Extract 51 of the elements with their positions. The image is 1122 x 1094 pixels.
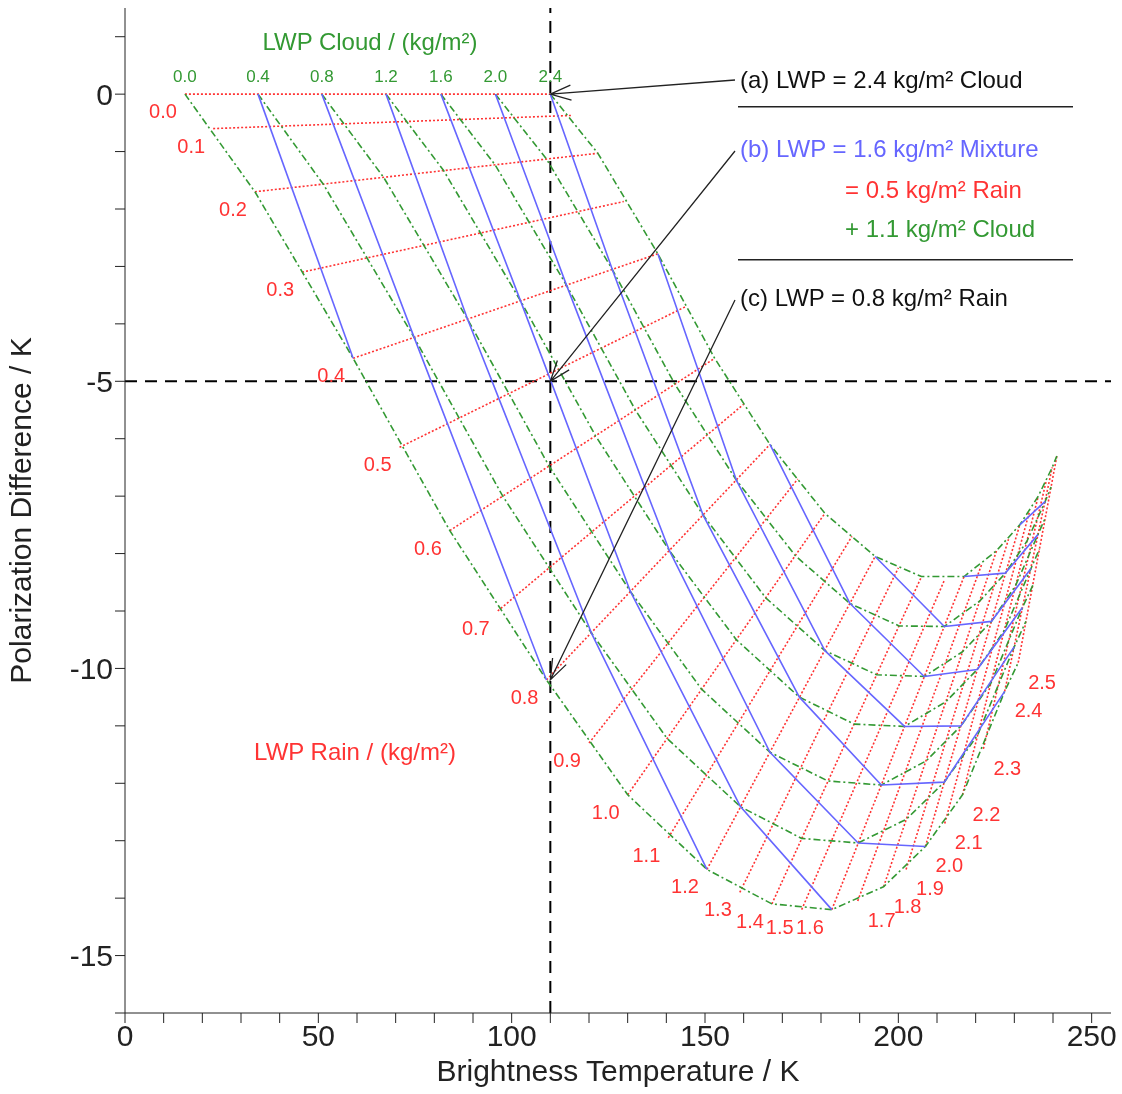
annotation: 1.2: [671, 875, 699, 898]
y-tick-label: -5: [86, 364, 113, 398]
annotation: 1.2: [374, 67, 398, 87]
annotation: LWP Cloud / (kg/m²): [262, 28, 478, 55]
annotation: 0.8: [510, 685, 539, 708]
annotation: 1.6: [429, 67, 453, 87]
annotation: 0.9: [553, 749, 581, 772]
annotation: 2.0: [935, 854, 964, 877]
annotation: 0.4: [246, 67, 270, 87]
annotation: 1.0: [591, 800, 620, 823]
annotation: LWP Rain / (kg/m²): [254, 738, 456, 765]
annotation: 2.4: [1014, 699, 1043, 722]
annotation: 2.4: [538, 67, 563, 87]
x-tick-label: 200: [873, 1019, 924, 1053]
x-tick-label: 150: [679, 1019, 731, 1053]
annotation: 0.0: [149, 100, 177, 123]
annotation: 0.3: [266, 278, 295, 301]
annotation: 0.5: [363, 453, 392, 476]
annotation: 1.4: [736, 909, 764, 932]
annotation: (b) LWP = 1.6 kg/m² Mixture: [740, 135, 1039, 162]
annotation: 1.3: [703, 898, 732, 921]
annotation: 1.9: [916, 877, 944, 900]
annotation: 0.2: [219, 197, 247, 220]
annotation: 0.1: [177, 134, 206, 157]
y-tick-label: -10: [69, 652, 113, 686]
annotation: 2.5: [1028, 670, 1057, 693]
annotation: 2.2: [972, 802, 1001, 825]
annotation: 1.1: [632, 843, 661, 866]
annotation: 0.0: [173, 67, 197, 87]
annotation: (a) LWP = 2.4 kg/m² Cloud: [740, 66, 1023, 93]
x-tick-label: 50: [301, 1019, 336, 1053]
annotation: + 1.1 kg/m² Cloud: [845, 215, 1036, 242]
annotation: = 0.5 kg/m² Rain: [845, 176, 1022, 203]
y-tick-label: 0: [96, 77, 113, 111]
annotation: (c) LWP = 0.8 kg/m² Rain: [740, 284, 1008, 311]
annotation: 0.7: [461, 617, 490, 639]
y-axis-title: Polarization Difference / K: [3, 337, 37, 684]
annotation: 1.5: [765, 915, 794, 938]
annotation: 0.8: [309, 67, 334, 87]
annotation: 1.6: [796, 915, 824, 938]
x-tick-label: 0: [116, 1019, 134, 1053]
annotation: 1.7: [867, 909, 896, 932]
y-tick-label: -15: [69, 939, 113, 973]
annotation: 2.0: [483, 67, 508, 87]
annotation: 0.4: [317, 364, 346, 387]
annotation: 2.3: [993, 756, 1022, 779]
x-tick-label: 250: [1066, 1019, 1117, 1053]
annotation: 2.1: [954, 831, 983, 854]
annotation: 0.6: [413, 536, 442, 559]
x-axis-title: Brightness Temperature / K: [436, 1054, 800, 1087]
x-tick-label: 100: [486, 1019, 537, 1053]
